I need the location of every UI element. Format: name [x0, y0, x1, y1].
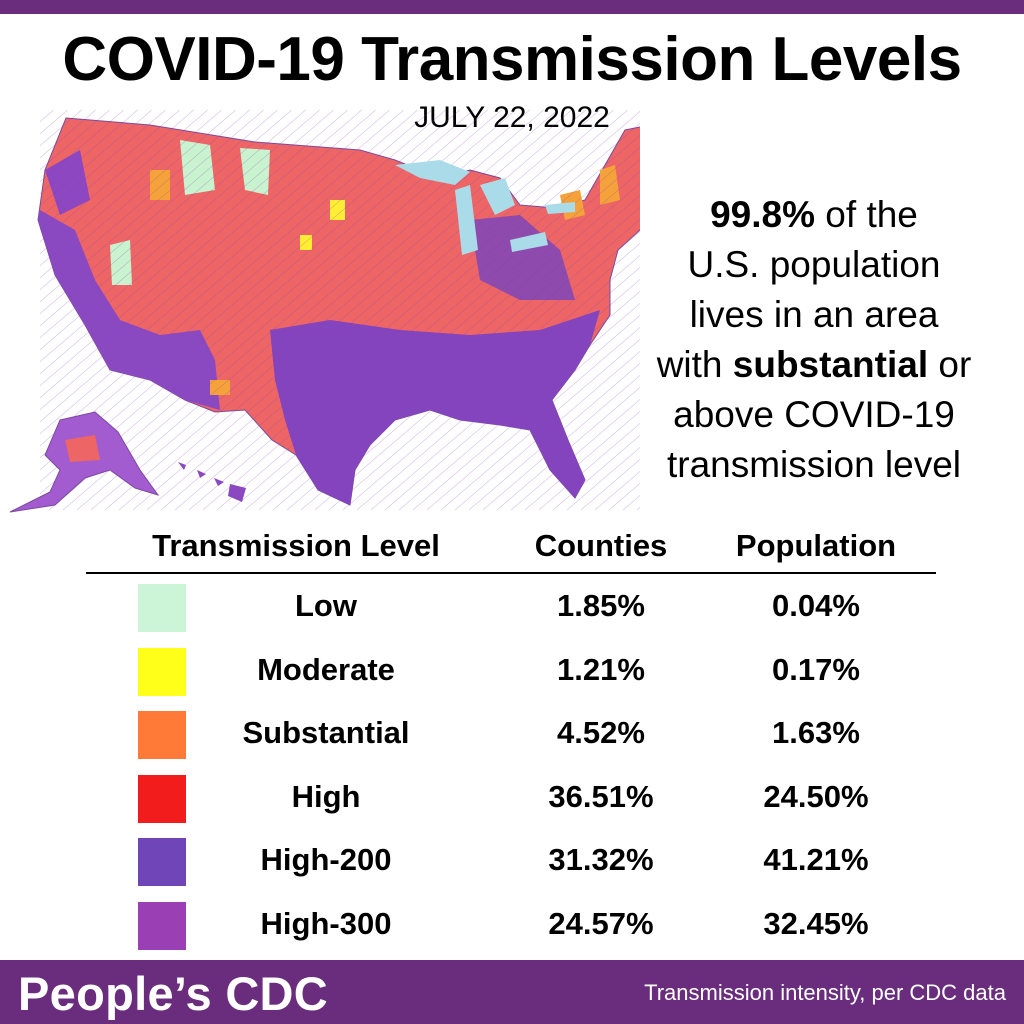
alaska-shape	[9, 411, 160, 513]
callout-line-3: lives in an area	[689, 294, 939, 335]
callout-line-6: transmission level	[666, 444, 962, 485]
footer-band: People’s CDC Transmission intensity, per…	[0, 960, 1024, 1024]
level-label: High-200	[260, 842, 392, 877]
callout-line-4: with substantial or	[628, 340, 1000, 390]
callout-line-1: 99.8% of the	[628, 190, 1000, 240]
top-band	[0, 0, 1024, 14]
color-swatch	[138, 711, 186, 759]
color-swatch	[138, 838, 186, 886]
header-transmission-level: Transmission Level	[152, 528, 440, 563]
counties-value: 1.85%	[557, 588, 645, 623]
counties-value: 4.52%	[557, 715, 645, 750]
color-swatch	[138, 647, 186, 696]
level-label: Substantial	[242, 715, 410, 750]
population-value: 0.17%	[772, 651, 860, 687]
legend-rows: Low 1.85% 0.04% Moderate 1.21% 0.17% Substanti…	[86, 574, 936, 955]
page-title: COVID-19 Transmission Levels	[62, 25, 962, 94]
contiguous-us-shape	[37, 110, 640, 510]
header-population: Population	[735, 528, 897, 563]
callout-line-2: U.S. population	[687, 244, 941, 285]
callout-line-4-post: or	[928, 344, 972, 385]
legend-row: High-300 24.57% 32.45%	[86, 892, 936, 956]
color-swatch	[138, 774, 186, 823]
color-swatch	[138, 901, 186, 950]
population-value: 1.63%	[772, 715, 860, 750]
brand-logo-text: People’s CDC	[18, 967, 329, 1020]
legend-row: Moderate 1.21% 0.17%	[86, 638, 936, 702]
legend-row: Low 1.85% 0.04%	[86, 574, 936, 638]
level-label: High	[291, 778, 361, 814]
population-value: 41.21%	[763, 842, 869, 877]
us-transmission-map	[9, 110, 640, 513]
counties-value: 31.32%	[548, 842, 654, 877]
population-callout: 99.8% of the U.S. population lives in an…	[628, 190, 1000, 490]
hawaii-shape	[178, 462, 246, 502]
callout-line-4-pre: with	[656, 344, 733, 385]
level-label: Low	[295, 588, 357, 623]
legend-row: Substantial 4.52% 1.63%	[86, 701, 936, 765]
great-lakes	[395, 160, 575, 255]
callout-line-5: above COVID-19	[673, 394, 955, 435]
population-value: 24.50%	[763, 778, 869, 814]
counties-value: 24.57%	[548, 905, 654, 941]
callout-line-4-bold: substantial	[732, 344, 929, 385]
legend-row: High-200 31.32% 41.21%	[86, 828, 936, 892]
color-swatch	[138, 584, 186, 632]
level-label: Moderate	[257, 651, 395, 687]
legend-header-row: Transmission Level Counties Population	[86, 520, 936, 574]
legend-table: Transmission Level Counties Population L…	[86, 520, 936, 955]
counties-value: 1.21%	[557, 651, 645, 687]
callout-highlight: 99.8%	[710, 194, 816, 235]
legend-row: High 36.51% 24.50%	[86, 765, 936, 829]
population-value: 0.04%	[772, 588, 860, 623]
level-label: High-300	[260, 905, 392, 941]
header-counties: Counties	[534, 528, 668, 563]
population-value: 32.45%	[763, 905, 869, 941]
callout-line-1-rest: of the	[815, 194, 918, 235]
counties-value: 36.51%	[548, 778, 654, 814]
source-note: Transmission intensity, per CDC data	[644, 980, 1006, 1005]
